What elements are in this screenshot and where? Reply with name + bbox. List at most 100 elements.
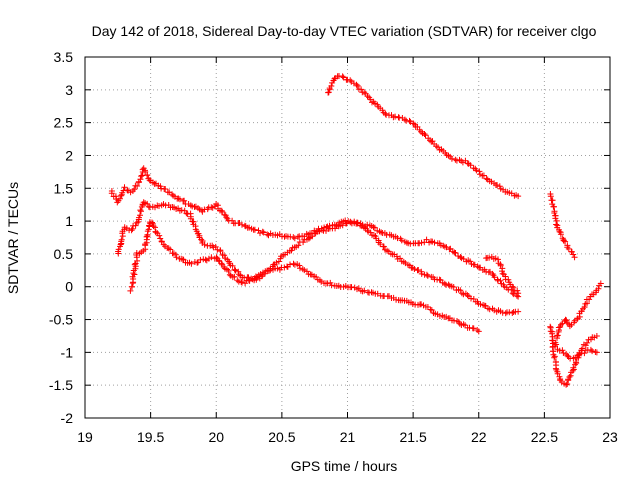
x-axis-title: GPS time / hours [291, 458, 398, 474]
data-point [573, 359, 579, 366]
data-point [172, 251, 179, 258]
data-point [305, 235, 312, 242]
data-point [245, 277, 252, 284]
plot-frame [84, 56, 611, 419]
data-point [586, 296, 593, 303]
data-point [558, 321, 564, 328]
data-point [149, 219, 155, 226]
data-point [509, 283, 516, 290]
data-point [146, 177, 153, 184]
data-point [181, 197, 188, 204]
data-point [294, 233, 301, 240]
data-point [137, 207, 144, 214]
data-point [464, 292, 471, 299]
data-point [218, 260, 225, 267]
data-point [595, 285, 602, 292]
data-point [138, 208, 144, 215]
data-point [156, 203, 162, 209]
data-point [361, 287, 368, 294]
data-point [364, 227, 371, 234]
data-point [118, 236, 125, 243]
x-tick-label: 19 [77, 429, 93, 445]
data-point [134, 183, 141, 189]
y-tick-label: 0.5 [54, 246, 74, 262]
data-points [108, 73, 604, 388]
data-point [480, 172, 487, 179]
data-point [571, 254, 578, 261]
data-point [137, 212, 143, 219]
data-point [401, 116, 408, 123]
data-point [445, 281, 452, 288]
data-point [467, 258, 474, 265]
data-point [152, 229, 159, 236]
data-point [215, 257, 222, 264]
data-point [281, 264, 288, 271]
data-point [452, 250, 459, 256]
data-point [499, 268, 505, 275]
data-point [358, 86, 365, 93]
data-point [382, 110, 389, 117]
chart-title: Day 142 of 2018, Sidereal Day-to-day VTE… [92, 23, 597, 39]
data-point [476, 168, 483, 175]
x-tick-labels: 19 19.5 20 20.5 21 21.5 22 22.5 23 [77, 429, 618, 445]
data-point [581, 350, 588, 357]
data-point [495, 256, 501, 263]
data-point [129, 225, 136, 232]
data-point [343, 220, 350, 227]
data-point [131, 261, 138, 268]
y-tick-label: 0 [65, 279, 73, 295]
y-tick-label: 3 [65, 82, 73, 98]
data-point [380, 243, 387, 250]
data-point [128, 283, 135, 290]
data-point [365, 228, 372, 235]
data-point [167, 246, 174, 253]
data-point [201, 241, 208, 248]
data-point [325, 89, 332, 96]
data-point [587, 346, 594, 353]
x-tick-label: 22.5 [531, 429, 558, 445]
data-point [229, 262, 236, 269]
data-point [431, 239, 438, 246]
data-point [566, 374, 573, 380]
data-point [418, 239, 425, 246]
data-point [553, 221, 560, 228]
data-point [221, 252, 228, 259]
data-point [584, 339, 591, 346]
data-point [353, 81, 360, 88]
data-point [560, 237, 567, 244]
data-point [339, 222, 346, 229]
data-point [331, 75, 338, 82]
data-point [364, 221, 371, 228]
data-point [488, 178, 495, 185]
data-point [460, 256, 467, 262]
data-point [157, 235, 164, 242]
data-point [551, 354, 558, 361]
data-point [117, 195, 123, 202]
data-point [260, 229, 267, 236]
data-point [450, 284, 457, 290]
y-tick-label: -0.5 [49, 312, 73, 328]
data-point [132, 222, 139, 229]
data-point [162, 186, 169, 192]
x-tick-label: 20.5 [268, 429, 295, 445]
data-point [239, 221, 245, 228]
data-point [486, 306, 493, 313]
data-point [208, 254, 215, 261]
data-point [554, 332, 561, 339]
data-point [140, 199, 147, 206]
data-point [197, 256, 204, 263]
data-point [232, 267, 239, 274]
y-axis-title: SDTVAR / TECUs [5, 182, 21, 294]
data-point [422, 132, 429, 139]
data-point [296, 262, 303, 269]
data-point [225, 267, 232, 274]
data-point [392, 113, 399, 120]
data-point [418, 270, 425, 277]
data-point [564, 352, 571, 359]
data-point [238, 278, 245, 285]
data-point [593, 332, 600, 339]
data-point [441, 280, 448, 287]
data-point [264, 231, 271, 238]
data-point [424, 272, 431, 279]
